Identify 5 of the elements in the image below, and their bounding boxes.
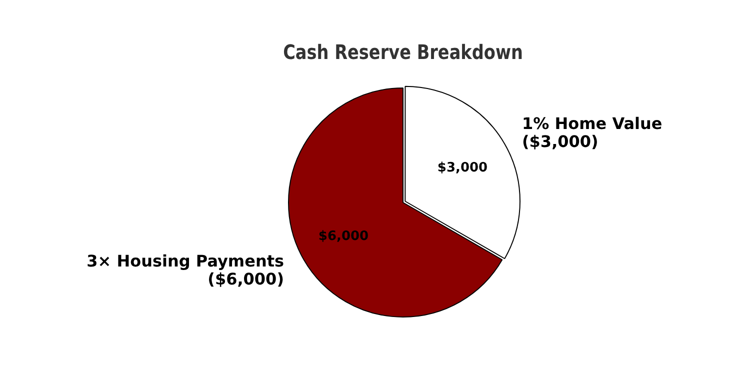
slice-label: 3× Housing Payments ($6,000)	[86, 251, 284, 288]
chart-title: Cash Reserve Breakdown	[283, 42, 523, 65]
data-label: $6,000	[318, 229, 369, 244]
data-label: $3,000	[437, 160, 488, 176]
slice-label: 1% Home Value ($3,000)	[522, 114, 662, 151]
